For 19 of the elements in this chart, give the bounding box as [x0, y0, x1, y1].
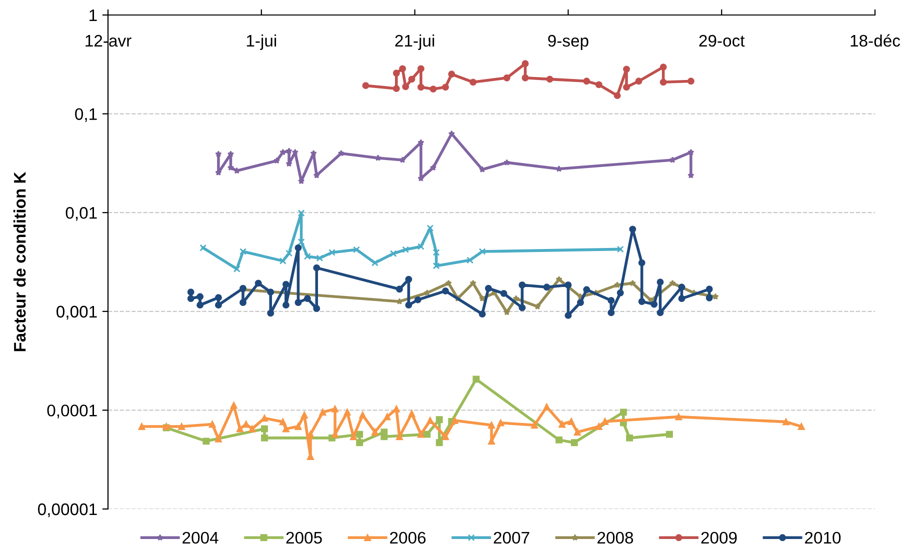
x-tick-label: 1-jui: [246, 34, 276, 50]
x-tick-label: 29-oct: [699, 34, 745, 47]
y-tick-label: 0,1: [75, 108, 97, 122]
y-tick-label: 0,001: [56, 306, 97, 320]
legend-label: 2010: [805, 532, 841, 544]
legend-label: 2009: [701, 532, 737, 544]
legend-label: 2007: [494, 532, 530, 544]
x-tick-label: 9-sep: [548, 34, 588, 50]
x-tick-label: 18-déc: [850, 34, 900, 47]
legend-label: 2004: [182, 532, 218, 544]
y-tick-label: 0,00001: [38, 503, 97, 518]
y-tick-label: 0,0001: [47, 404, 97, 418]
y-tick-label: 1: [90, 10, 97, 22]
legend-label: 2006: [390, 532, 426, 544]
y-axis-title: Facteur de condition K: [13, 172, 26, 352]
legend-label: 2008: [598, 532, 634, 544]
y-tick-label: 0,01: [66, 207, 97, 221]
legend-label: 2005: [286, 532, 322, 544]
x-tick-label: 21-jui: [395, 34, 434, 50]
